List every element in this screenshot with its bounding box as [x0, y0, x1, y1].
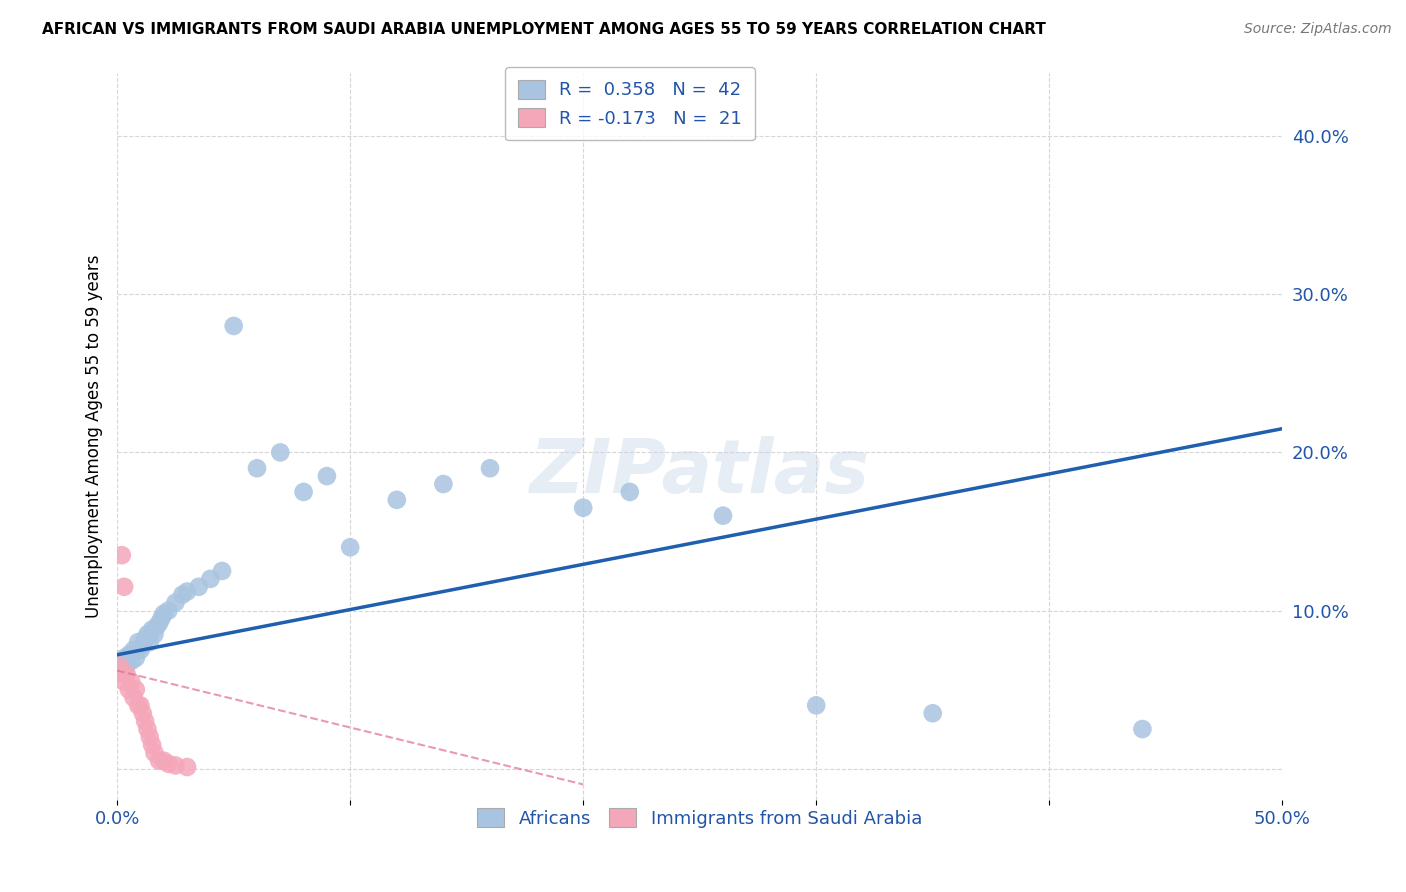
Point: [115, 658, 138, 673]
Point: [127, 635, 149, 649]
Point: [111, 666, 134, 681]
Point: [108, 658, 131, 673]
Point: [143, 627, 166, 641]
Text: Source: ZipAtlas.com: Source: ZipAtlas.com: [1244, 22, 1392, 37]
Point: [122, 643, 145, 657]
Point: [141, 623, 163, 637]
Point: [172, 588, 194, 602]
Point: [120, 654, 142, 668]
Point: [139, 730, 162, 744]
Text: AFRICAN VS IMMIGRANTS FROM SAUDI ARABIA UNEMPLOYMENT AMONG AGES 55 TO 59 YEARS C: AFRICAN VS IMMIGRANTS FROM SAUDI ARABIA …: [42, 22, 1046, 37]
Point: [921, 706, 943, 721]
Point: [619, 484, 641, 499]
Point: [176, 760, 198, 774]
Point: [165, 758, 187, 772]
Point: [432, 477, 454, 491]
Point: [108, 658, 131, 673]
Point: [152, 607, 174, 621]
Point: [1132, 722, 1154, 736]
Point: [187, 580, 209, 594]
Point: [141, 738, 163, 752]
Point: [292, 484, 315, 499]
Point: [136, 722, 159, 736]
Point: [129, 698, 152, 713]
Point: [122, 690, 145, 705]
Point: [269, 445, 291, 459]
Point: [479, 461, 502, 475]
Point: [176, 584, 198, 599]
Point: [127, 698, 149, 713]
Point: [711, 508, 734, 523]
Point: [111, 548, 134, 562]
Text: ZIPatlas: ZIPatlas: [530, 436, 870, 509]
Point: [112, 651, 135, 665]
Point: [125, 682, 148, 697]
Point: [120, 674, 142, 689]
Point: [139, 635, 162, 649]
Point: [200, 572, 222, 586]
Legend: Africans, Immigrants from Saudi Arabia: Africans, Immigrants from Saudi Arabia: [470, 801, 929, 835]
Point: [118, 682, 141, 697]
Point: [157, 756, 180, 771]
Point: [146, 619, 169, 633]
Point: [111, 654, 134, 668]
Point: [143, 746, 166, 760]
Point: [572, 500, 595, 515]
Point: [315, 469, 337, 483]
Point: [246, 461, 269, 475]
Point: [118, 648, 141, 662]
Point: [132, 706, 155, 721]
Point: [385, 492, 408, 507]
Point: [148, 616, 170, 631]
Point: [136, 627, 159, 641]
Point: [112, 674, 135, 689]
Point: [134, 632, 156, 646]
Y-axis label: Unemployment Among Ages 55 to 59 years: Unemployment Among Ages 55 to 59 years: [86, 255, 103, 618]
Point: [125, 651, 148, 665]
Point: [129, 643, 152, 657]
Point: [152, 754, 174, 768]
Point: [150, 611, 173, 625]
Point: [134, 714, 156, 728]
Point: [806, 698, 828, 713]
Point: [148, 754, 170, 768]
Point: [165, 596, 187, 610]
Point: [339, 541, 361, 555]
Point: [132, 638, 155, 652]
Point: [211, 564, 233, 578]
Point: [112, 580, 135, 594]
Point: [115, 666, 138, 681]
Point: [157, 603, 180, 617]
Point: [222, 318, 245, 333]
